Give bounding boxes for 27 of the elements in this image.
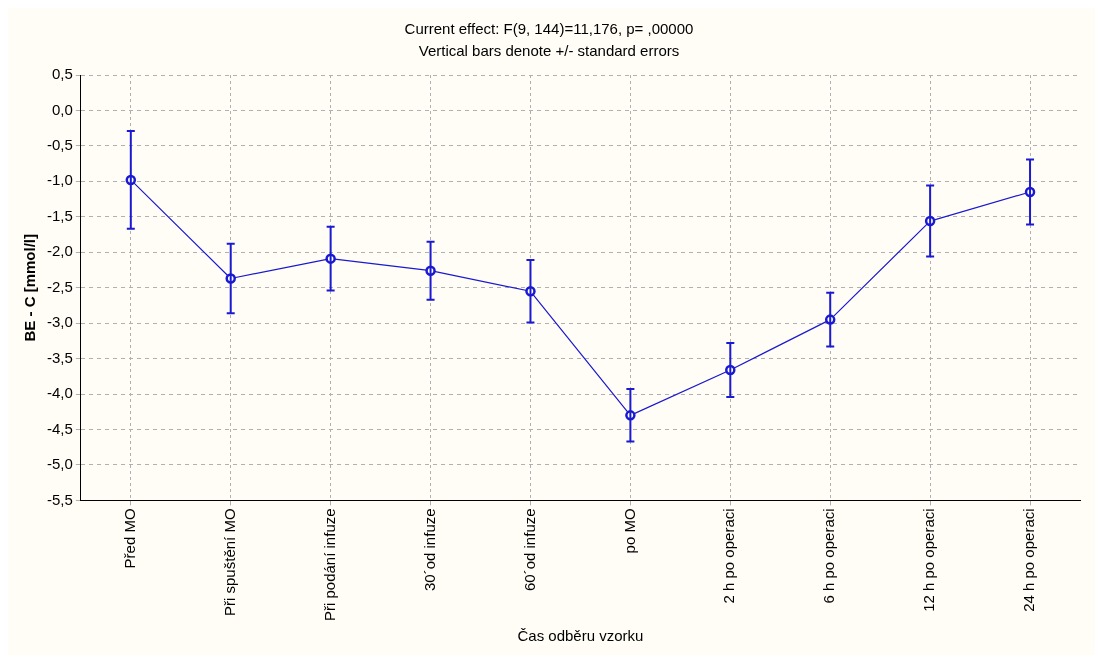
y-axis-title: BE - C [mmol/l] bbox=[21, 233, 39, 342]
x-tick-label: 60´od infuze bbox=[520, 508, 538, 591]
y-tick-label: -0,5 bbox=[46, 136, 73, 154]
x-tick-label: 30´od infuze bbox=[420, 508, 438, 591]
x-tick-label: Před MO bbox=[120, 508, 138, 569]
x-tick-label: Při podání infuze bbox=[320, 508, 338, 621]
y-tick-label: -5,5 bbox=[46, 490, 73, 508]
y-tick-label: -5,0 bbox=[46, 455, 73, 473]
x-tick-label: 6 h po operaci bbox=[820, 508, 838, 604]
y-tick-label: -2,0 bbox=[46, 242, 73, 260]
y-tick-label: -1,0 bbox=[46, 171, 73, 189]
chart-subtitle: Vertical bars denote +/- standard errors bbox=[418, 42, 680, 60]
x-tick-label: 2 h po operaci bbox=[720, 508, 738, 604]
x-tick-label: Při spuštění MO bbox=[220, 508, 238, 616]
x-axis-title: Čas odběru vzorku bbox=[517, 627, 644, 645]
x-tick-label: po MO bbox=[620, 508, 638, 554]
chart-title: Current effect: F(9, 144)=11,176, p= ,00000 bbox=[404, 20, 694, 38]
y-tick-label: -2,5 bbox=[46, 277, 73, 295]
y-tick-label: 0,5 bbox=[51, 65, 73, 83]
y-tick-label: -3,0 bbox=[46, 313, 73, 331]
x-tick-label: 24 h po operaci bbox=[1020, 508, 1038, 612]
y-tick-label: -4,5 bbox=[46, 419, 73, 437]
y-tick-label: -1,5 bbox=[46, 206, 73, 224]
y-tick-label: -3,5 bbox=[46, 348, 73, 366]
y-tick-label: 0,0 bbox=[51, 100, 73, 118]
x-tick-label: 12 h po operaci bbox=[920, 508, 938, 612]
y-tick-label: -4,0 bbox=[46, 384, 73, 402]
